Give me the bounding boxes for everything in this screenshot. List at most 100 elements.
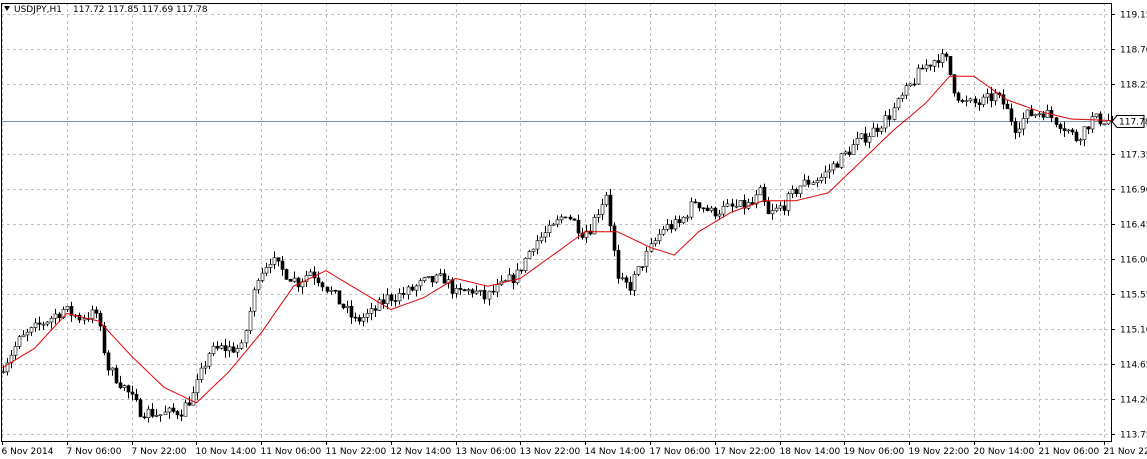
- candle-body-bear: [325, 286, 330, 292]
- candle-body-bear: [1001, 94, 1006, 105]
- candle: [928, 64, 933, 71]
- candle: [1058, 122, 1063, 134]
- candle: [762, 183, 767, 206]
- candle-body-bull: [154, 415, 159, 417]
- candle-body-bear: [977, 102, 982, 105]
- candle-body-bull: [406, 286, 411, 296]
- candle: [304, 270, 309, 288]
- candle-body-bear: [142, 416, 147, 419]
- candle-body-bull: [657, 233, 662, 242]
- candle: [989, 86, 994, 108]
- x-tick-label: 12 Nov 14:00: [391, 447, 452, 457]
- candle: [150, 403, 155, 418]
- candle-body-bear: [920, 67, 925, 70]
- current-price-tag: 117.78: [1111, 115, 1147, 128]
- candle-body-bull: [523, 257, 528, 271]
- candle-body-bear: [766, 201, 771, 215]
- candle-body-bull: [636, 266, 641, 275]
- candle: [434, 273, 439, 284]
- candle: [754, 190, 759, 209]
- candle-body-bear: [280, 260, 285, 270]
- candle-body-bear: [381, 299, 386, 305]
- candle: [458, 283, 463, 295]
- candle: [470, 288, 475, 298]
- candle-body-bear: [697, 202, 702, 209]
- candle-body-bear: [1013, 121, 1018, 133]
- candle: [973, 96, 978, 108]
- candle: [130, 385, 135, 401]
- candle-body-bear: [401, 292, 406, 296]
- candle: [199, 362, 204, 383]
- candle-body-bull: [883, 115, 888, 129]
- candle-body-bull: [414, 285, 419, 291]
- candle-body-bull: [709, 207, 714, 211]
- candle: [478, 289, 483, 296]
- candle: [588, 224, 593, 236]
- x-tick-label: 20 Nov 14:00: [974, 447, 1035, 457]
- candle: [559, 214, 564, 224]
- candle: [940, 49, 945, 68]
- symbol-dropdown-icon[interactable]: [4, 6, 10, 11]
- y-tick-label: 119.15: [1120, 11, 1147, 21]
- candle: [65, 306, 70, 313]
- candle: [33, 318, 38, 333]
- candle-body-bear: [316, 277, 321, 284]
- candle: [1009, 103, 1014, 126]
- candle: [677, 215, 682, 228]
- x-tick-label: 13 Nov 22:00: [520, 447, 581, 457]
- candle: [29, 326, 34, 336]
- candle-body-bear: [863, 133, 868, 143]
- y-tick-label: 114.20: [1120, 396, 1147, 406]
- candle: [960, 98, 965, 104]
- candle: [106, 350, 111, 376]
- candle-body-bull: [527, 251, 532, 259]
- candle-body-bull: [559, 216, 564, 221]
- candle: [69, 301, 74, 322]
- x-axis-ticks: 6 Nov 2014 7 Nov 06:00 7 Nov 22:00 10 Nov 1…: [2, 441, 1147, 457]
- candle-body-bear: [94, 309, 99, 314]
- candle: [53, 308, 58, 325]
- candle-body-bear: [956, 92, 961, 101]
- candle: [361, 313, 366, 327]
- candle-body-bull: [774, 207, 779, 212]
- candle-body-bear: [693, 201, 698, 204]
- candle: [268, 258, 273, 274]
- candle-body-bear: [762, 186, 767, 202]
- y-tick-label: 116.45: [1120, 221, 1147, 231]
- candle-body-bull: [227, 346, 232, 352]
- candle-body-bull: [260, 272, 265, 281]
- candle-body-bull: [851, 144, 856, 155]
- candle: [600, 198, 605, 221]
- candle-body-bear: [944, 53, 949, 57]
- candle-body-bull: [361, 317, 366, 322]
- candle: [661, 225, 666, 236]
- candle-body-bull: [207, 353, 212, 367]
- candle: [426, 276, 431, 279]
- candle: [701, 207, 706, 213]
- candle: [527, 249, 532, 259]
- candle: [827, 164, 832, 179]
- candle: [410, 284, 415, 292]
- candle: [171, 403, 176, 414]
- candle: [608, 188, 613, 232]
- candle-body-bear: [608, 194, 613, 227]
- candle-body-bear: [742, 200, 747, 209]
- candle-body-bear: [847, 151, 852, 155]
- candle: [786, 191, 791, 216]
- y-tick-label: 116.00: [1120, 256, 1147, 266]
- x-tick-label: 11 Nov 06:00: [261, 447, 322, 457]
- candle-body-bull: [29, 327, 34, 333]
- candle-body-bull: [981, 96, 986, 105]
- x-tick-label: 6 Nov 2014: [2, 447, 54, 457]
- candle-body-bull: [369, 308, 374, 314]
- candle: [584, 224, 589, 244]
- candle: [616, 244, 621, 284]
- candle-body-bear: [1054, 117, 1059, 125]
- candle: [758, 185, 763, 196]
- candle-body-bear: [389, 294, 394, 301]
- candle-body-bull: [25, 331, 30, 336]
- candle-body-bull: [507, 274, 512, 281]
- candle-body-bear: [349, 305, 354, 318]
- candle: [219, 342, 224, 350]
